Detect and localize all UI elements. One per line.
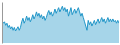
- line: [2, 6, 119, 31]
- marks: [2, 6, 119, 43]
- plot-area: [2, 3, 119, 44]
- chart-svg: [0, 0, 120, 45]
- area-fill: [2, 6, 119, 43]
- y-axis-line: [2, 3, 3, 44]
- y-axis: [2, 3, 3, 44]
